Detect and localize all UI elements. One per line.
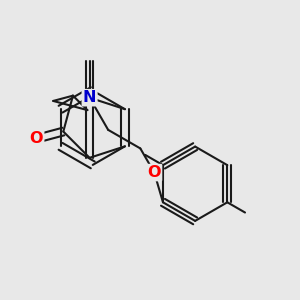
Text: O: O [30, 131, 43, 146]
Text: N: N [83, 90, 96, 105]
Text: O: O [148, 165, 161, 180]
